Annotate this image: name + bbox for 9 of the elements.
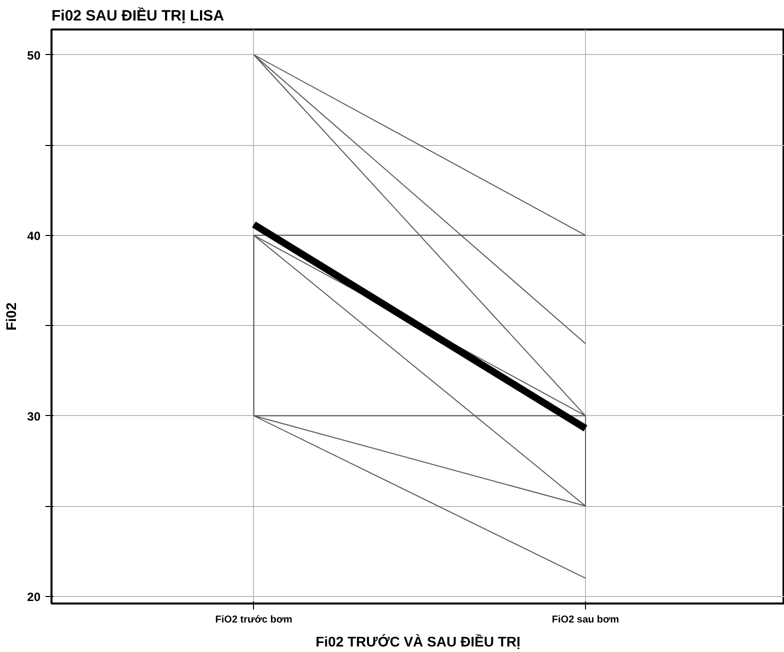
x-axis-title: Fi02 TRƯỚC VÀ SAU ĐIỀU TRỊ bbox=[316, 634, 520, 650]
y-axis-title: Fi02 bbox=[3, 302, 20, 331]
y-tick-label: 20 bbox=[27, 590, 41, 604]
x-tick-label: FiO2 sau bơm bbox=[552, 614, 620, 626]
chart-title: Fi02 SAU ĐIỀU TRỊ LISA bbox=[52, 6, 224, 24]
y-tick-label: 40 bbox=[27, 228, 41, 243]
x-tick-label: FiO2 trước bơm bbox=[215, 614, 292, 626]
y-tick-label: 50 bbox=[27, 48, 41, 62]
y-tick-label: 30 bbox=[27, 409, 41, 424]
